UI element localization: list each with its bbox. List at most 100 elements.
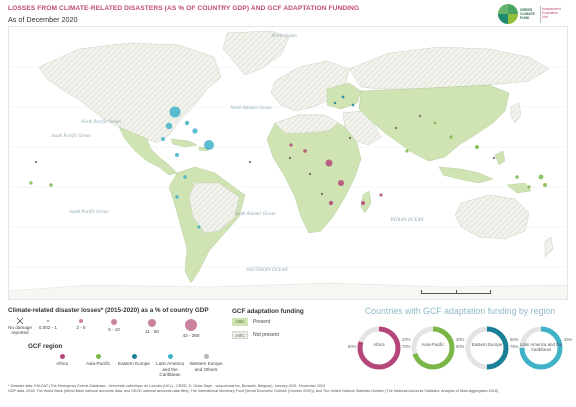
loss-bubble[interactable] <box>341 95 345 99</box>
loss-bubble[interactable] <box>289 143 293 147</box>
loss-legend-label: 2 - 5 <box>76 325 86 330</box>
region-legend-item-asia-pacific: Asia-Pacific <box>80 354 116 367</box>
donut-center-label: Asia-Pacific <box>421 342 445 347</box>
gcf-present-swatch: ABC <box>232 318 248 326</box>
loss-bubble[interactable] <box>184 120 190 126</box>
donut-slice-funded[interactable] <box>411 326 455 370</box>
gcf-funding-legend: GCF adaptation funding ABC Present ABC N… <box>232 308 342 348</box>
africa-shape <box>266 114 362 234</box>
loss-legend-title: Climate-related disaster losses* (2015-2… <box>8 307 209 314</box>
png-shape <box>506 182 532 194</box>
loss-legend-item: 6 - 10 <box>102 317 126 332</box>
region-legend-item-eastern-europe: Eastern Europe <box>116 354 152 367</box>
north-africa-shape <box>274 114 340 134</box>
loss-legend-label: No damage reported <box>8 325 32 335</box>
loss-bubble[interactable] <box>192 128 198 134</box>
map-subtitle: As of December 2020 <box>8 15 78 24</box>
donut-chart-africa: Africa 80% 20% <box>348 323 410 373</box>
gcf-absent-label: Not present <box>253 332 279 338</box>
loss-bubble[interactable] <box>338 180 344 186</box>
ocean-label-south-pacific-lower: South Pacific Ocean <box>69 210 109 215</box>
loss-legend-row: No damage reported 0.002 - 1 2 - 5 6 - 1… <box>8 317 230 345</box>
loss-legend-label: 6 - 10 <box>108 327 120 332</box>
region-dot-icon <box>59 354 65 359</box>
loss-bubble[interactable] <box>303 149 307 153</box>
donut-center-label: Eastern Europe <box>471 342 503 347</box>
gcf-absent-swatch: ABC <box>232 331 248 339</box>
loss-legend-item: No damage reported <box>8 317 32 335</box>
loss-bubble[interactable] <box>527 185 531 189</box>
loss-bubble[interactable] <box>175 195 179 199</box>
donut-pct-label: 25% <box>564 337 573 342</box>
bubble-icon <box>111 319 117 325</box>
loss-legend-item: 0.002 - 1 <box>36 317 60 330</box>
greenland-shape <box>222 30 290 76</box>
loss-bubble[interactable] <box>351 103 355 107</box>
no-damage-marker <box>418 114 422 118</box>
gcf-logo-line: GREEN <box>520 8 533 12</box>
loss-bubble[interactable] <box>165 122 173 130</box>
gcf-logo-line: CLIMATE <box>520 12 535 16</box>
bubble-icon <box>185 319 197 331</box>
bubble-icon <box>79 319 83 323</box>
loss-legend-item: 11 - 50 <box>140 317 164 334</box>
donut-pct-label: 75% <box>510 344 519 349</box>
gcf-legend-title: GCF adaptation funding <box>232 308 304 315</box>
loss-bubble[interactable] <box>328 200 334 206</box>
japan-shape <box>510 102 522 124</box>
ieu-logo-text: Independent Evaluation Unit <box>542 7 570 20</box>
region-legend-label: Asia-Pacific <box>86 361 110 366</box>
donut-center-label: Latin America and the Caribbean <box>519 342 563 352</box>
donut-svg <box>357 326 401 370</box>
loss-bubble[interactable] <box>543 183 547 187</box>
region-dot-icon <box>167 354 173 359</box>
loss-bubble[interactable] <box>538 174 544 180</box>
loss-legend: Climate-related disaster losses* (2015-2… <box>8 307 230 387</box>
donut-svg <box>465 326 509 370</box>
loss-bubble[interactable] <box>175 153 179 157</box>
donut-panel-title: Countries with GCF adaptation funding by… <box>364 306 556 316</box>
region-legend-label: Africa <box>56 361 68 366</box>
loss-bubble[interactable] <box>29 181 33 185</box>
caribbean-shape <box>170 138 210 152</box>
ieu-logo-line: Unit <box>542 15 549 20</box>
map-title: LOSSES FROM CLIMATE-RELATED DISASTERS (A… <box>8 5 360 12</box>
loss-bubble[interactable] <box>405 149 409 153</box>
donut-pct-label: 50% <box>510 337 519 342</box>
logo-area: GREEN CLIMATE FUND Independent Evaluatio… <box>498 3 568 25</box>
gcf-legend-absent: ABC Not present <box>232 331 342 341</box>
loss-bubble[interactable] <box>433 121 437 125</box>
loss-bubble[interactable] <box>169 106 181 118</box>
loss-bubble[interactable] <box>379 193 383 197</box>
loss-bubble[interactable] <box>361 201 365 205</box>
loss-bubble[interactable] <box>204 140 214 150</box>
loss-legend-label: 11 - 50 <box>145 329 159 334</box>
footnote-disaster-source: * Disaster data: EM-DAT (The Emergency E… <box>8 384 326 388</box>
loss-bubble[interactable] <box>197 225 201 229</box>
ocean-label-south-atlantic: South Atlantic Ocean <box>235 212 277 217</box>
loss-bubble[interactable] <box>49 183 53 187</box>
disaster-bubbles <box>29 95 547 229</box>
world-map[interactable]: Arctic Ocean North Pacific Ocean North A… <box>8 26 568 300</box>
madagascar-shape <box>360 190 372 214</box>
no-damage-marker <box>248 160 252 164</box>
loss-bubble[interactable] <box>449 135 453 139</box>
antarctica-shape <box>9 282 567 299</box>
loss-bubble[interactable] <box>325 159 333 167</box>
donut-slice-funded[interactable] <box>465 326 509 370</box>
loss-bubble[interactable] <box>475 145 479 149</box>
loss-bubble[interactable] <box>161 137 165 141</box>
region-donut-panel: Countries with GCF adaptation funding by… <box>348 305 573 377</box>
no-damage-marker <box>394 126 398 130</box>
bubble-icon <box>47 320 49 322</box>
region-legend-label: Latin America and the Caribbean <box>156 361 184 378</box>
loss-bubble[interactable] <box>515 175 519 179</box>
donut-slice-funded[interactable] <box>519 326 563 370</box>
loss-legend-item: 43 - 360 <box>178 317 204 338</box>
donut-pct-label: 70% <box>402 344 411 349</box>
donut-slice-funded[interactable] <box>357 326 401 370</box>
loss-bubble[interactable] <box>333 101 337 105</box>
donut-pct-label: 50% <box>456 344 465 349</box>
donut-svg <box>411 326 455 370</box>
loss-bubble[interactable] <box>183 175 187 179</box>
